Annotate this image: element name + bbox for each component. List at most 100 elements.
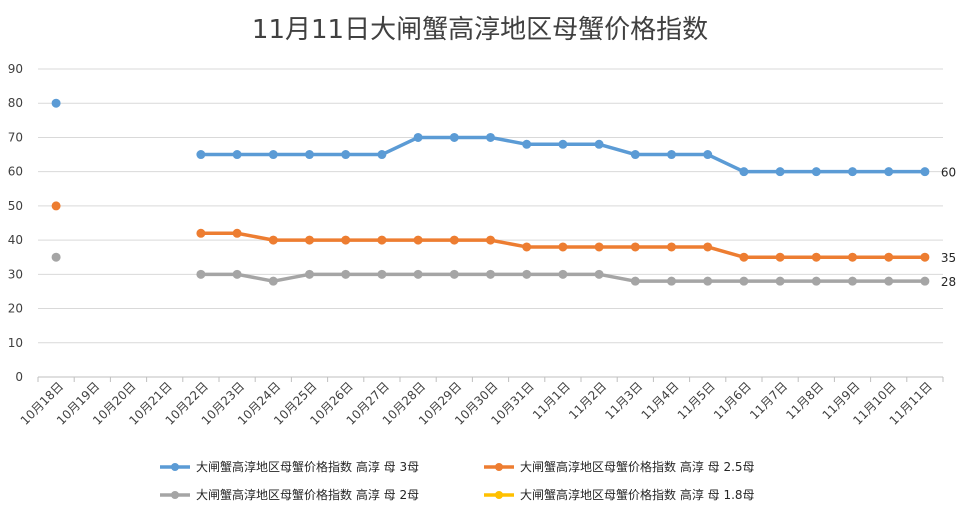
data-point <box>739 167 749 177</box>
data-point <box>558 242 568 252</box>
data-point <box>811 167 821 177</box>
y-tick-label-90: 90 <box>8 62 23 76</box>
y-tick-label-20: 20 <box>8 302 23 316</box>
data-point <box>630 242 640 252</box>
data-point <box>305 269 314 279</box>
legend-label: 大闸蟹高淳地区母蟹价格指数 高淳 母 2.5母 <box>520 459 755 474</box>
data-point <box>305 235 314 245</box>
data-point <box>811 252 821 262</box>
data-point <box>522 269 532 279</box>
data-point <box>848 276 857 286</box>
data-point <box>703 242 713 252</box>
legend-item-2: 大闸蟹高淳地区母蟹价格指数 高淳 母 2.5母 <box>484 459 755 474</box>
data-point <box>811 276 821 286</box>
legend-marker <box>171 491 179 499</box>
data-point <box>232 269 242 279</box>
x-tick-label: 11月2日 <box>566 379 609 422</box>
y-axis-ticks: 0 10 20 30 40 50 60 70 80 90 <box>8 62 23 384</box>
data-point <box>739 276 749 286</box>
data-point <box>594 242 604 252</box>
data-point <box>341 150 351 160</box>
data-point <box>341 235 351 245</box>
y-tick-label-70: 70 <box>8 130 23 144</box>
data-point <box>667 150 676 160</box>
y-tick-label-30: 30 <box>8 267 23 281</box>
data-point <box>848 252 857 262</box>
gridlines <box>38 68 943 378</box>
y-tick-label-0: 0 <box>15 370 23 384</box>
y-tick-label-80: 80 <box>8 96 23 110</box>
x-axis: 10月18日10月19日10月20日10月21日10月22日10月23日10月2… <box>18 376 944 428</box>
data-point <box>486 235 495 245</box>
legend-marker <box>495 463 503 471</box>
y-tick-label-40: 40 <box>8 233 23 247</box>
data-point <box>449 132 459 142</box>
legend-marker <box>171 463 179 471</box>
x-tick-label: 11月5日 <box>675 379 718 422</box>
data-point <box>775 167 785 177</box>
end-data-label: 35 <box>941 251 956 265</box>
end-data-label: 28 <box>941 275 956 289</box>
data-point <box>522 139 532 149</box>
data-point <box>522 242 532 252</box>
legend: 大闸蟹高淳地区母蟹价格指数 高淳 母 3母大闸蟹高淳地区母蟹价格指数 高淳 母 … <box>160 459 755 502</box>
legend-label: 大闸蟹高淳地区母蟹价格指数 高淳 母 3母 <box>196 459 419 474</box>
series-1 <box>51 98 930 177</box>
data-point <box>196 228 206 238</box>
x-tick-label: 11月7日 <box>747 379 790 422</box>
data-point <box>703 276 713 286</box>
data-point <box>51 252 61 262</box>
series-layer <box>51 98 930 286</box>
legend-item-1: 大闸蟹高淳地区母蟹价格指数 高淳 母 3母 <box>160 459 419 474</box>
data-point <box>268 276 278 286</box>
data-point <box>196 150 206 160</box>
data-point <box>884 167 894 177</box>
data-point <box>377 235 387 245</box>
data-point <box>449 269 459 279</box>
data-point <box>594 139 604 149</box>
x-tick-label: 11月4日 <box>639 379 682 422</box>
data-point <box>51 98 61 108</box>
data-point <box>268 150 278 160</box>
x-tick-label: 11月8日 <box>783 379 826 422</box>
series-2 <box>51 201 930 262</box>
end-data-label: 60 <box>941 166 956 180</box>
data-point <box>630 276 640 286</box>
data-point <box>341 269 351 279</box>
y-tick-label-10: 10 <box>8 336 23 350</box>
data-point <box>630 150 640 160</box>
data-point <box>413 235 423 245</box>
data-point <box>413 132 423 142</box>
data-point <box>449 235 459 245</box>
data-point <box>558 139 568 149</box>
data-point <box>884 252 894 262</box>
data-point <box>377 150 387 160</box>
data-point <box>884 276 894 286</box>
data-point <box>775 252 785 262</box>
data-point <box>703 150 713 160</box>
data-point <box>413 269 423 279</box>
y-tick-label-50: 50 <box>8 199 23 213</box>
data-point <box>196 269 206 279</box>
data-point <box>377 269 387 279</box>
legend-item-4: 大闸蟹高淳地区母蟹价格指数 高淳 母 1.8母 <box>484 487 755 502</box>
data-labels: 60 35 28 <box>941 166 956 290</box>
data-point <box>667 276 676 286</box>
data-point <box>232 228 242 238</box>
data-point <box>486 269 495 279</box>
data-point <box>775 276 785 286</box>
data-point <box>486 132 495 142</box>
chart-title: 11月11日大闸蟹高淳地区母蟹价格指数 <box>252 15 708 45</box>
data-point <box>667 242 676 252</box>
data-point <box>848 167 857 177</box>
data-point <box>920 276 930 286</box>
data-point <box>920 252 930 262</box>
data-point <box>51 201 61 211</box>
series-3 <box>51 252 930 286</box>
legend-item-3: 大闸蟹高淳地区母蟹价格指数 高淳 母 2母 <box>160 487 419 502</box>
data-point <box>268 235 278 245</box>
data-point <box>739 252 749 262</box>
y-tick-label-60: 60 <box>8 165 23 179</box>
x-tick-label: 11月3日 <box>602 379 645 422</box>
